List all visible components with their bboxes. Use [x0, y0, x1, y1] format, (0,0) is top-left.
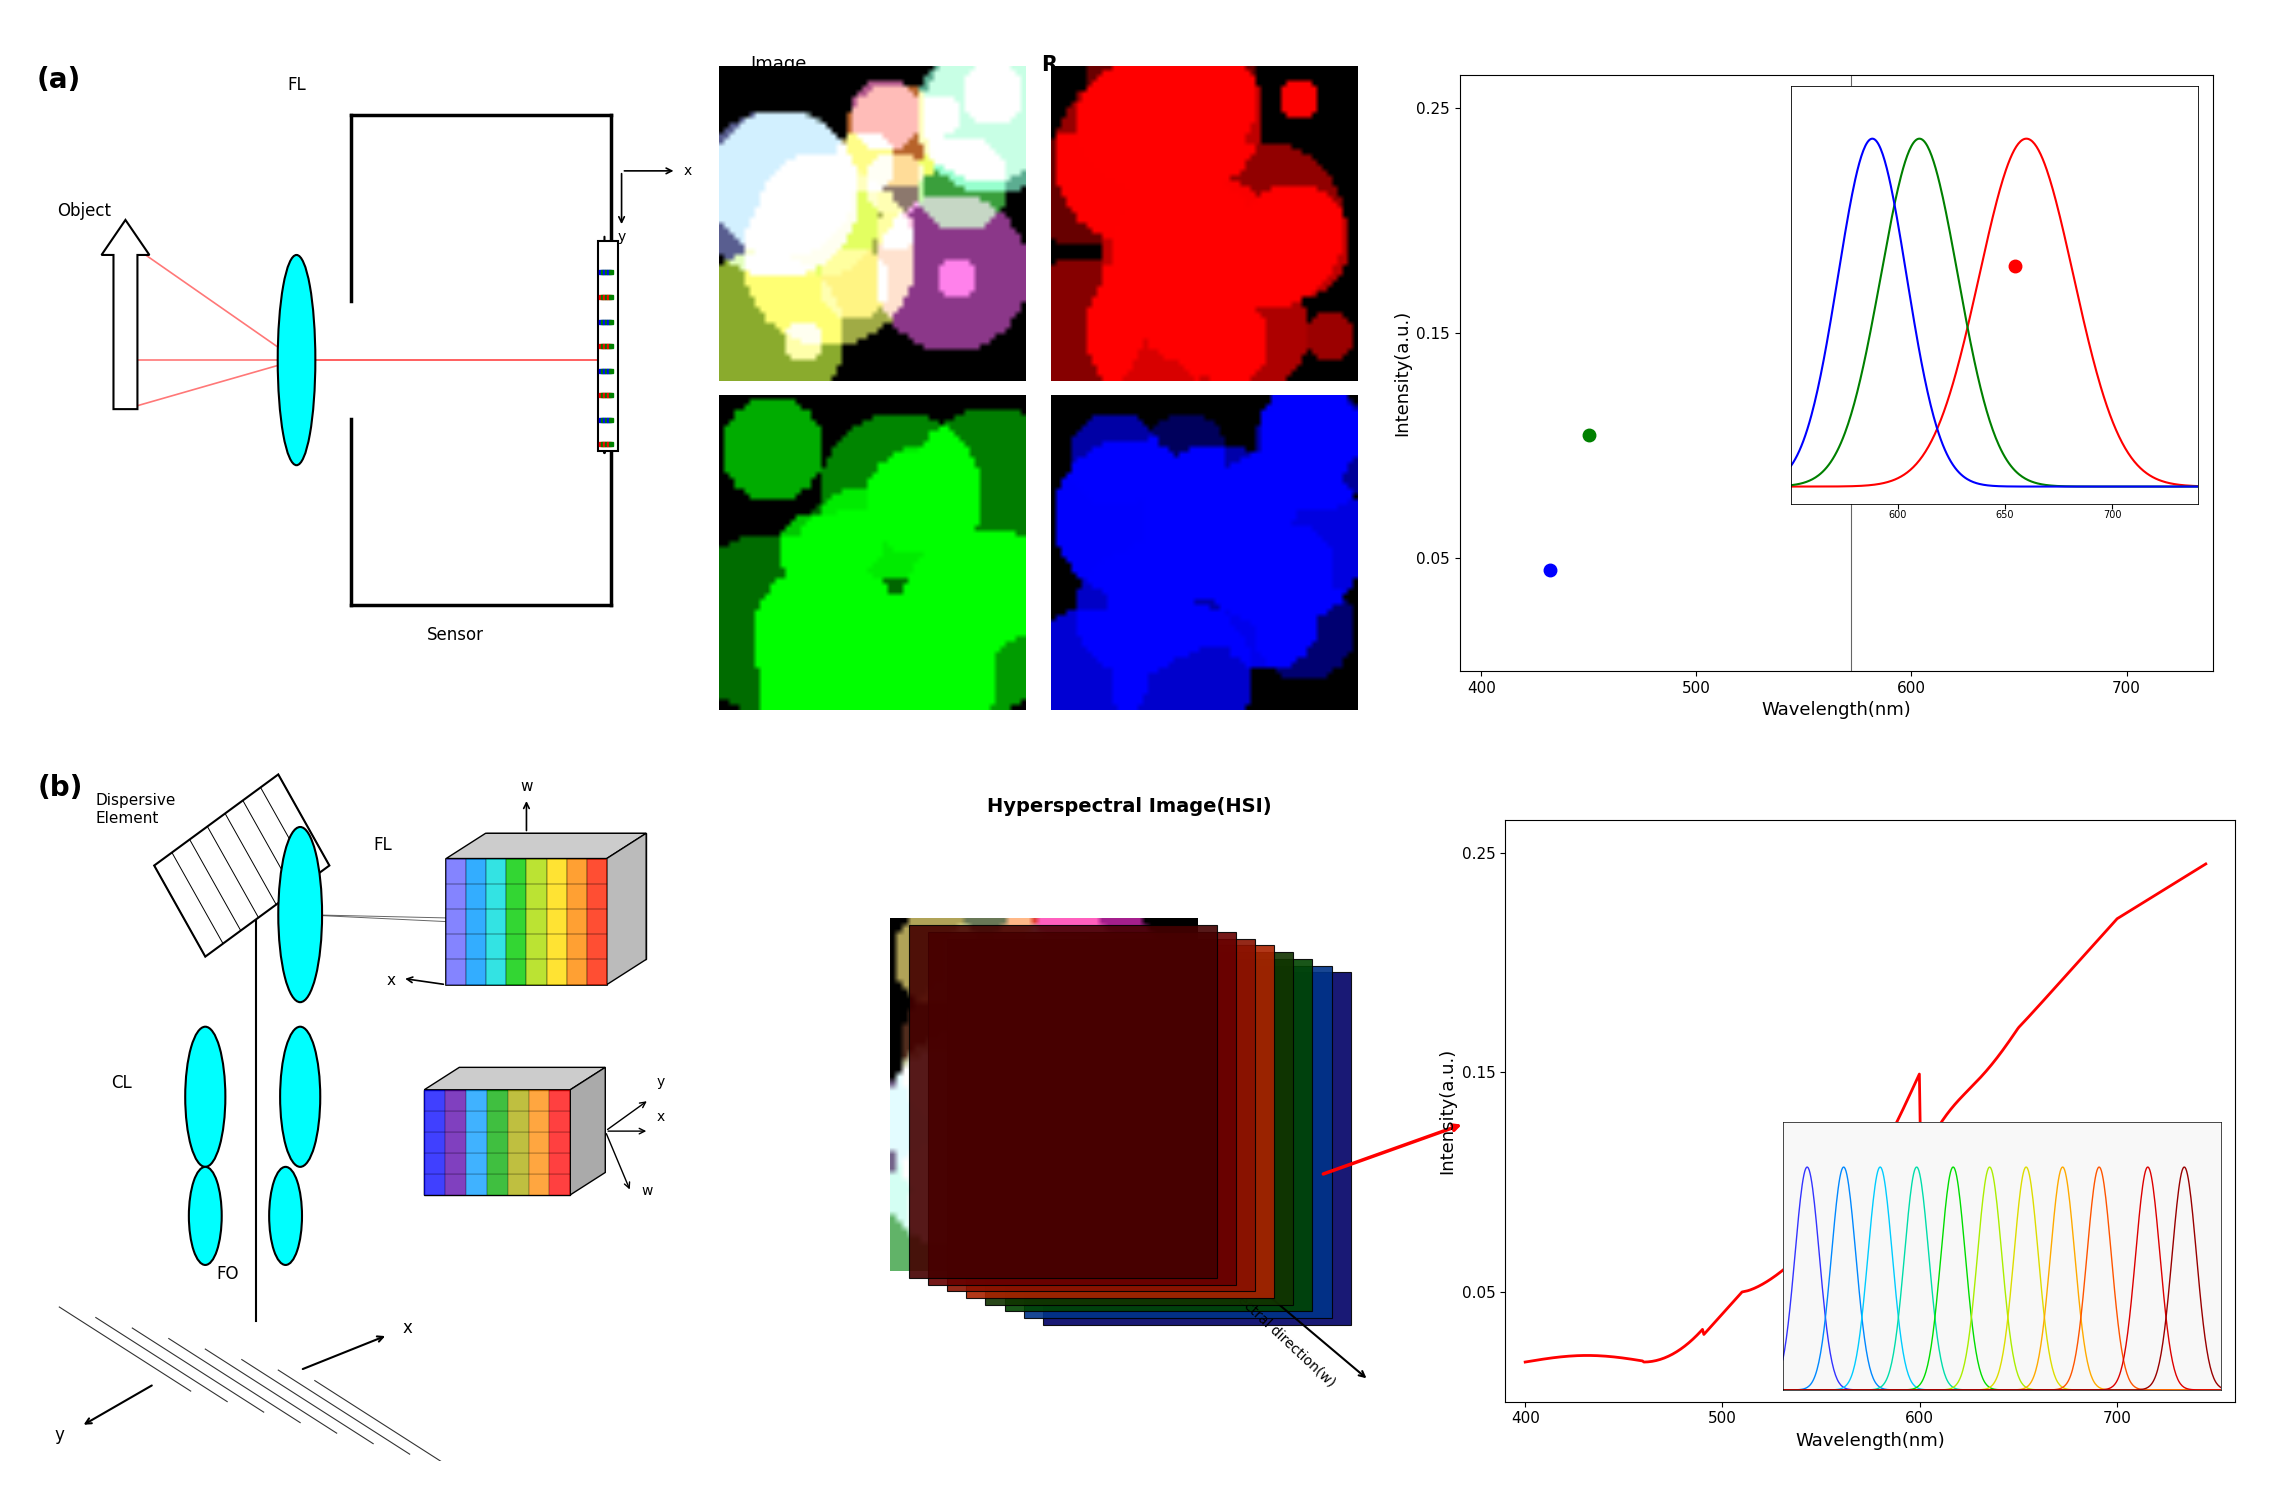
Text: w: w — [641, 1184, 652, 1197]
Bar — [424, 1090, 570, 1194]
Bar — [486, 1132, 509, 1153]
Text: x: x — [401, 1320, 413, 1337]
Bar — [486, 1111, 509, 1132]
Polygon shape — [570, 1068, 604, 1194]
Bar — [550, 1132, 570, 1153]
Bar — [465, 1111, 486, 1132]
Bar — [486, 1153, 509, 1173]
Text: w: w — [520, 780, 534, 795]
Text: Image: Image — [750, 55, 807, 73]
Bar — [424, 1111, 445, 1132]
Bar — [506, 859, 527, 984]
Bar — [509, 1111, 529, 1132]
Ellipse shape — [278, 255, 315, 465]
Polygon shape — [607, 833, 646, 984]
Bar — [908, 926, 1216, 1278]
Bar — [445, 1132, 465, 1153]
Bar — [1042, 972, 1350, 1325]
Y-axis label: Intensity(a.u.): Intensity(a.u.) — [1439, 1048, 1458, 1173]
Bar — [486, 859, 506, 984]
Bar — [465, 1132, 486, 1153]
Bar — [465, 859, 486, 984]
Text: (a): (a) — [36, 66, 80, 94]
Bar — [445, 1111, 465, 1132]
Text: B: B — [1191, 690, 1204, 711]
Bar — [1024, 966, 1332, 1318]
Polygon shape — [155, 774, 328, 957]
Text: Hyperspectral Image(HSI): Hyperspectral Image(HSI) — [988, 796, 1271, 816]
X-axis label: Wavelength(nm): Wavelength(nm) — [1795, 1431, 1946, 1449]
Text: y: y — [55, 1427, 64, 1445]
Bar — [550, 1173, 570, 1194]
Bar — [486, 1090, 509, 1111]
Bar — [424, 1132, 445, 1153]
Bar — [947, 939, 1255, 1291]
X-axis label: Wavelength(nm): Wavelength(nm) — [1761, 701, 1911, 719]
Polygon shape — [424, 1068, 604, 1090]
Text: G: G — [862, 690, 880, 711]
Bar — [547, 859, 566, 984]
Bar — [967, 945, 1275, 1299]
Ellipse shape — [281, 1027, 319, 1167]
Bar — [928, 932, 1236, 1285]
Bar — [529, 1111, 550, 1132]
Text: y: y — [618, 230, 625, 245]
Text: Spectral direction(w): Spectral direction(w) — [1223, 1281, 1337, 1390]
Polygon shape — [598, 242, 618, 452]
Ellipse shape — [278, 828, 322, 1002]
Text: Dispersive
Element: Dispersive Element — [96, 793, 176, 826]
Text: Sensor: Sensor — [427, 626, 484, 644]
Bar — [465, 1153, 486, 1173]
Bar — [509, 1153, 529, 1173]
Polygon shape — [447, 833, 646, 859]
Bar — [509, 1173, 529, 1194]
Ellipse shape — [269, 1167, 301, 1264]
Text: y: y — [657, 1075, 664, 1088]
Text: (b): (b) — [36, 774, 82, 802]
Text: FO: FO — [217, 1264, 240, 1282]
Bar — [586, 859, 607, 984]
Bar — [445, 1173, 465, 1194]
Bar — [465, 1090, 486, 1111]
Bar — [465, 1173, 486, 1194]
Bar — [985, 953, 1293, 1305]
Bar — [550, 1111, 570, 1132]
Text: x: x — [388, 972, 397, 987]
Bar — [445, 1153, 465, 1173]
Bar — [509, 1090, 529, 1111]
Bar — [566, 859, 586, 984]
Bar — [447, 859, 465, 984]
Text: CL: CL — [112, 1074, 132, 1091]
Bar — [550, 1153, 570, 1173]
Bar — [447, 859, 607, 984]
Polygon shape — [486, 833, 646, 959]
Bar — [529, 1173, 550, 1194]
FancyArrow shape — [103, 221, 151, 409]
Bar — [424, 1090, 445, 1111]
Bar — [1004, 959, 1312, 1312]
Bar — [550, 1090, 570, 1111]
Text: Object: Object — [57, 201, 112, 221]
Text: FL: FL — [287, 76, 306, 94]
Bar — [424, 1173, 445, 1194]
Bar — [424, 1153, 445, 1173]
Ellipse shape — [189, 1167, 221, 1264]
Text: FL: FL — [374, 835, 392, 853]
Bar — [509, 1132, 529, 1153]
Bar — [529, 1153, 550, 1173]
Bar — [486, 1173, 509, 1194]
Text: x: x — [684, 164, 691, 177]
Y-axis label: Intensity(a.u.): Intensity(a.u.) — [1394, 310, 1412, 435]
Text: x: x — [657, 1109, 664, 1124]
Bar — [529, 1090, 550, 1111]
Text: R: R — [1040, 55, 1056, 75]
Bar — [529, 1132, 550, 1153]
Ellipse shape — [185, 1027, 226, 1167]
Bar — [445, 1090, 465, 1111]
Bar — [527, 859, 547, 984]
